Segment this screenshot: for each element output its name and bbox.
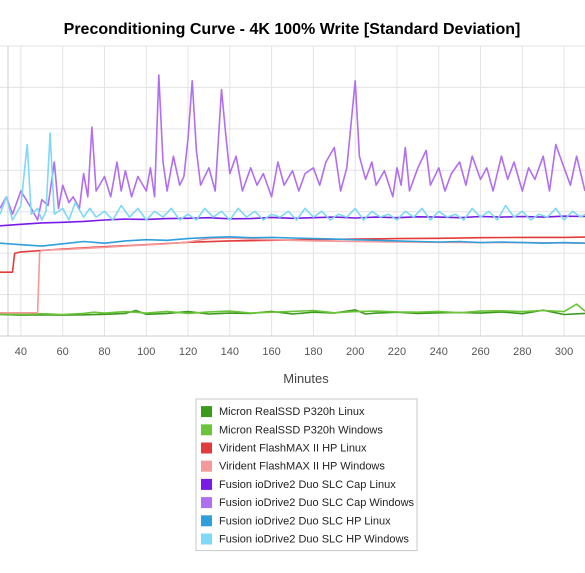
legend-label: Virident FlashMAX II HP Linux [219,443,367,455]
legend-swatch [201,533,212,545]
legend-swatch [201,478,212,490]
x-tick-label: 140 [221,346,239,358]
x-tick-label: 200 [346,346,364,358]
legend-label: Fusion ioDrive2 Duo SLC HP Linux [219,515,391,527]
legend: Micron RealSSD P320h Linux Micron RealSSD… [195,398,418,552]
grid [0,45,585,337]
series-line-7 [0,236,585,247]
x-tick-label: 280 [513,346,531,358]
x-tick-labels: 40 60 80 100 120 140 160 180 200 220 240 260 280 300 [15,346,574,358]
x-tick-label: 160 [262,346,280,358]
x-tick-label: 100 [137,346,155,358]
series-line-1 [0,309,585,316]
x-tick-label: 40 [15,346,27,358]
x-tick-label: 60 [57,346,69,358]
legend-swatch [201,442,212,454]
x-axis-label: Minutes [283,371,329,386]
legend-label: Micron RealSSD P320h Windows [219,424,383,436]
x-tick-label: 220 [388,346,406,358]
legend-swatch [201,424,212,436]
x-tick-label: 240 [430,346,448,358]
series-line-8 [0,132,585,221]
legend-label: Fusion ioDrive2 Duo SLC Cap Windows [219,497,415,509]
x-tick-label: 120 [179,346,197,358]
legend-swatch [201,497,212,509]
series-line-2 [0,303,585,316]
series-line-6 [0,74,585,221]
series-line-3 [0,236,585,273]
x-tick-label: 260 [471,346,489,358]
x-tick-label: 80 [98,346,110,358]
legend-box [195,398,418,552]
legend-swatch [201,515,212,527]
legend-label: Virident FlashMAX II HP Windows [219,461,385,473]
legend-swatch [201,460,212,472]
series-lines [0,74,585,316]
legend-label: Micron RealSSD P320h Linux [219,406,365,418]
series-line-4 [0,237,585,314]
legend-label: Fusion ioDrive2 Duo SLC HP Windows [219,534,409,546]
x-tick-label: 180 [304,346,322,358]
series-line-5 [0,215,585,227]
legend-label: Fusion ioDrive2 Duo SLC Cap Linux [219,479,396,491]
legend-swatch [201,406,212,418]
chart-title: Preconditioning Curve - 4K 100% Write [S… [64,21,521,38]
x-tick-label: 300 [555,346,573,358]
